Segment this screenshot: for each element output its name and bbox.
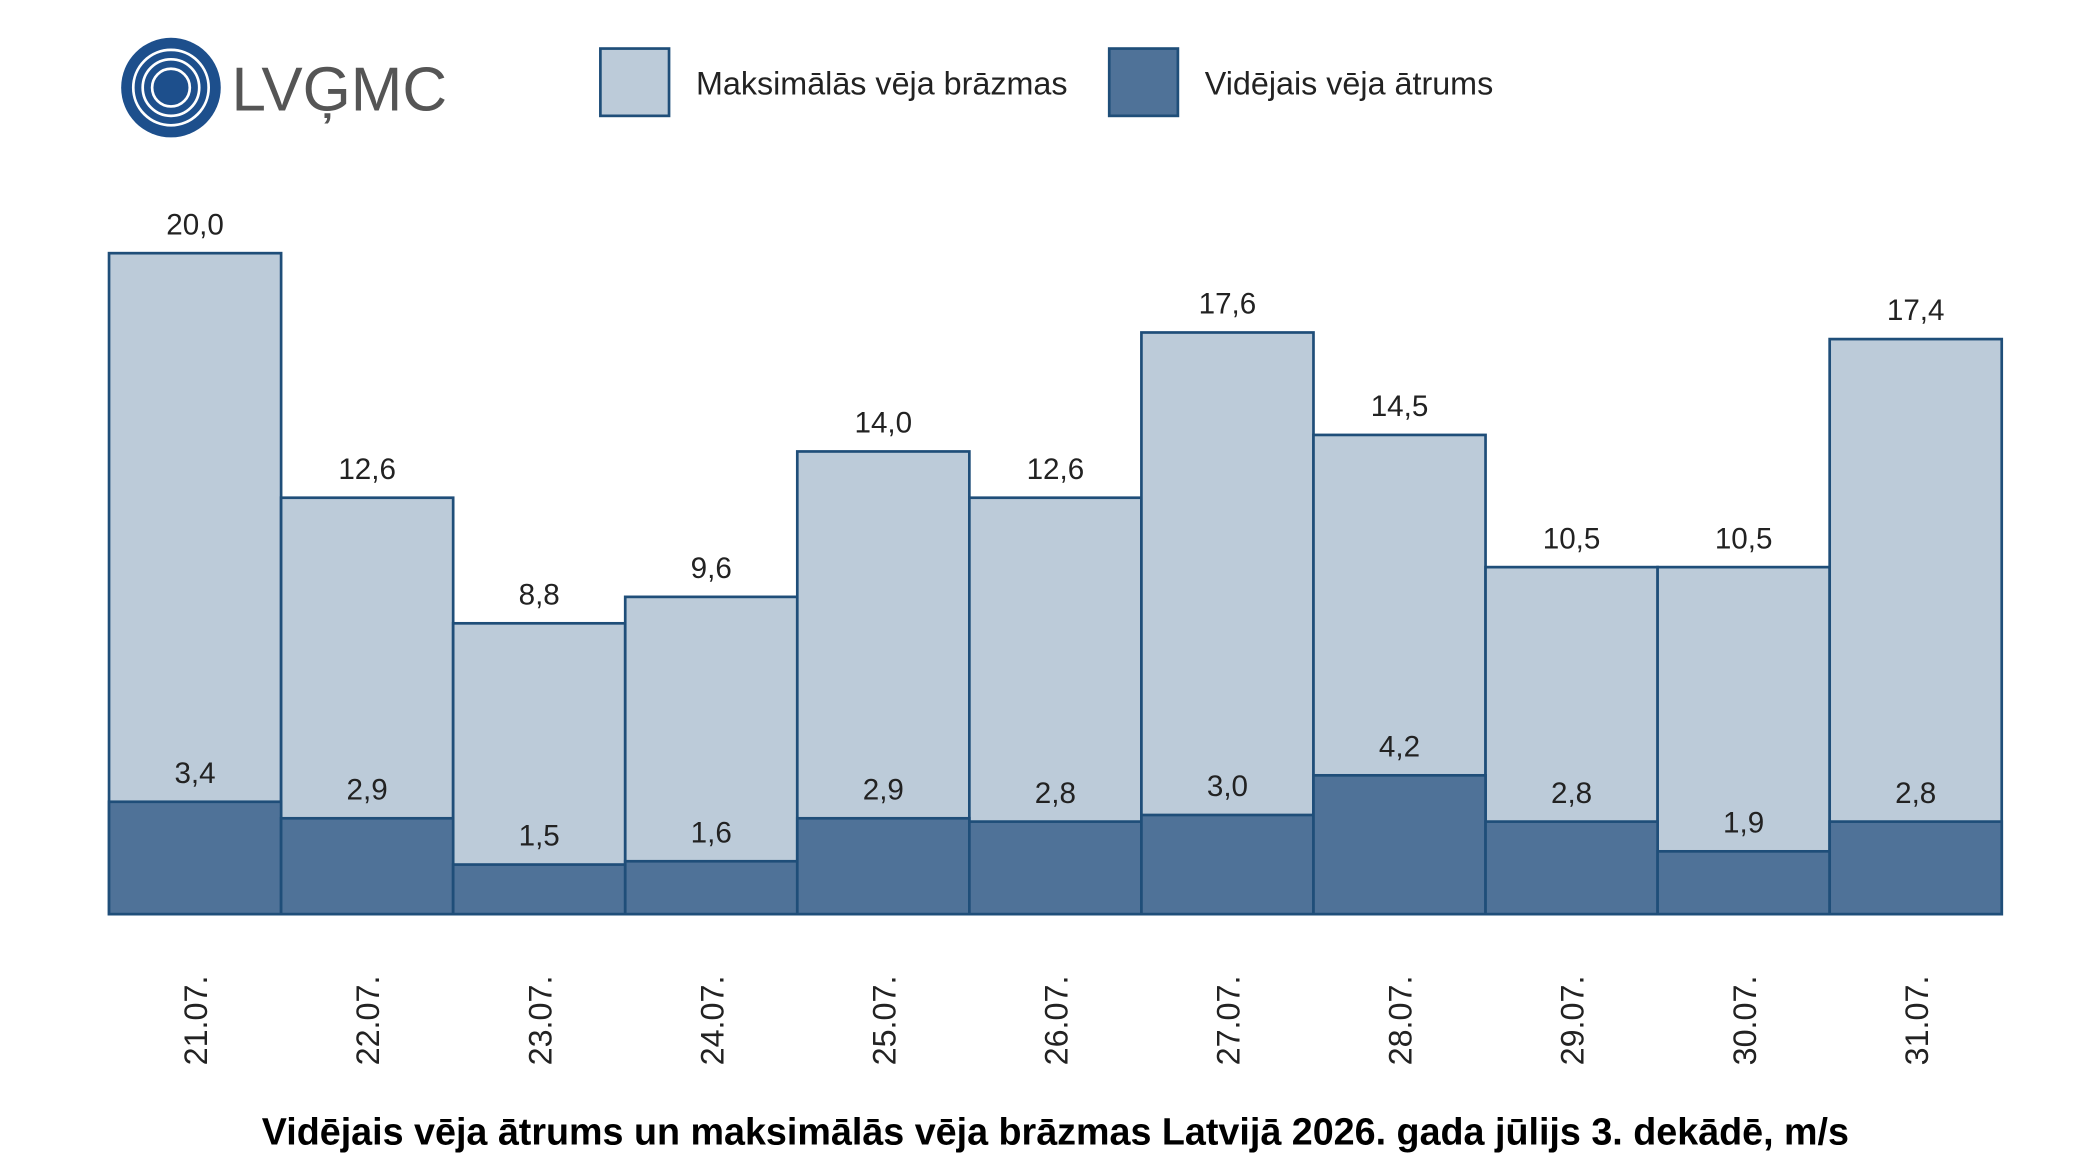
value-label: 2,8 bbox=[1551, 777, 1592, 810]
bar bbox=[1828, 820, 2004, 916]
value-label: 2,8 bbox=[1035, 777, 1076, 810]
value-label: 10,5 bbox=[1715, 522, 1773, 555]
legend-swatch bbox=[599, 47, 671, 118]
value-label: 9,6 bbox=[691, 552, 732, 585]
value-label: 14,0 bbox=[855, 407, 913, 440]
value-label: 3,4 bbox=[174, 757, 215, 790]
bar bbox=[451, 863, 627, 916]
value-label: 4,2 bbox=[1379, 730, 1420, 763]
value-label: 1,9 bbox=[1723, 806, 1764, 839]
logo-text: LVĢMC bbox=[232, 55, 448, 124]
logo-icon bbox=[121, 37, 221, 138]
value-label: 20,0 bbox=[166, 208, 224, 241]
value-label: 3,0 bbox=[1207, 770, 1248, 803]
value-label: 2,9 bbox=[863, 773, 904, 806]
legend-swatch bbox=[1107, 47, 1180, 118]
value-label: 14,5 bbox=[1371, 390, 1429, 423]
x-tick-label: 31.07. bbox=[1899, 976, 1935, 1066]
bar bbox=[968, 820, 1143, 916]
legend-label: Vidējais vēja ātrums bbox=[1205, 65, 1493, 101]
x-tick-label: 27.07. bbox=[1211, 976, 1247, 1066]
x-tick-label: 30.07. bbox=[1727, 976, 1763, 1066]
x-tick-label: 23.07. bbox=[522, 976, 558, 1066]
value-label: 8,8 bbox=[519, 578, 560, 611]
value-label: 1,6 bbox=[691, 816, 732, 849]
value-label: 17,4 bbox=[1887, 294, 1945, 327]
value-label: 12,6 bbox=[1027, 453, 1085, 486]
value-label: 2,8 bbox=[1895, 777, 1936, 810]
bar bbox=[623, 859, 799, 916]
bar bbox=[795, 816, 971, 916]
legend-label: Maksimālās vēja brāzmas bbox=[696, 65, 1068, 101]
x-tick-label: 29.07. bbox=[1555, 976, 1591, 1066]
x-tick-label: 28.07. bbox=[1383, 976, 1419, 1066]
value-label: 2,9 bbox=[347, 773, 388, 806]
x-tick-label: 26.07. bbox=[1039, 976, 1075, 1066]
x-tick-label: 24.07. bbox=[694, 976, 730, 1066]
value-label: 1,5 bbox=[519, 820, 560, 853]
bar bbox=[1140, 813, 1315, 916]
x-tick-label: 22.07. bbox=[350, 976, 386, 1066]
bar bbox=[1656, 849, 1832, 916]
bar bbox=[1312, 773, 1487, 916]
x-tick-label: 25.07. bbox=[866, 976, 902, 1066]
bar bbox=[1484, 820, 1659, 916]
bar bbox=[279, 816, 455, 916]
value-label: 12,6 bbox=[338, 453, 396, 486]
chart-title: Vidējais vēja ātrums un maksimālās vēja … bbox=[262, 1110, 1849, 1152]
value-label: 10,5 bbox=[1543, 522, 1601, 555]
value-label: 17,6 bbox=[1199, 288, 1257, 321]
x-tick-label: 21.07. bbox=[178, 976, 214, 1066]
bar bbox=[1828, 337, 2004, 916]
bar bbox=[107, 800, 283, 916]
